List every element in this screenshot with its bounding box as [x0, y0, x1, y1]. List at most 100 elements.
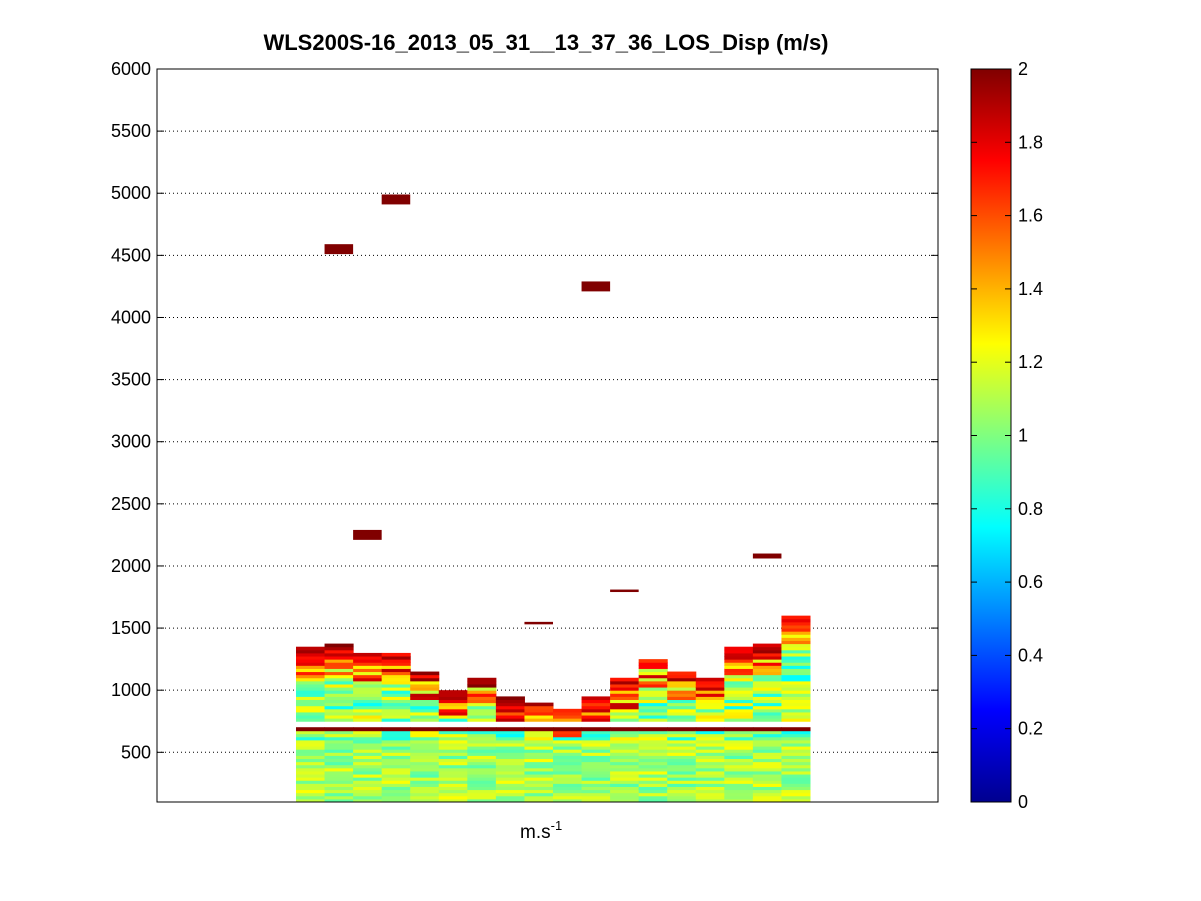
- heatmap-cell: [353, 677, 383, 682]
- heatmap-cell: [752, 749, 782, 753]
- heatmap-cell: [467, 699, 497, 704]
- heatmap-cell: [353, 671, 383, 676]
- heatmap-cell: [495, 774, 525, 778]
- heatmap-cell: [324, 702, 354, 707]
- heatmap-cell: [410, 777, 440, 781]
- heatmap-cell: [752, 755, 782, 760]
- heatmap-cell: [667, 699, 697, 704]
- colorbar-ticks: 0 0.2 0.4 0.6 0.8 1 1.2 1.4 1.6 1.8 2: [971, 59, 1043, 812]
- heatmap-cell: [752, 702, 782, 707]
- heatmap-cell: [695, 690, 725, 694]
- heatmap-cell: [610, 752, 640, 756]
- heatmap-cell: [353, 789, 383, 794]
- heatmap-cell: [296, 671, 326, 676]
- heatmap-cell: [781, 789, 811, 794]
- heatmap-cell: [495, 749, 525, 753]
- heatmap-cell: [638, 795, 668, 800]
- heatmap-cell: [781, 640, 811, 645]
- heatmap-cell: [296, 761, 326, 766]
- heatmap-cell: [381, 680, 411, 685]
- heatmap-cell: [438, 696, 468, 701]
- heatmap-cell: [381, 749, 411, 753]
- heatmap-cell: [752, 687, 782, 691]
- heatmap-cell: [381, 708, 411, 713]
- heatmap-cell: [467, 690, 497, 694]
- heatmap-cell: [610, 708, 640, 713]
- colorbar-tick-label: 0.8: [1018, 499, 1043, 519]
- heatmap-cell: [581, 777, 611, 781]
- heatmap-cell: [610, 789, 640, 794]
- heatmap-cell: [495, 770, 525, 775]
- heatmap-cell: [553, 708, 583, 713]
- heatmap-cell: [638, 733, 668, 738]
- heatmap-cell: [724, 746, 754, 750]
- heatmap-cell: [610, 795, 640, 800]
- heatmap-cell: [610, 783, 640, 787]
- heatmap-cell: [467, 718, 497, 722]
- heatmap-cell: [324, 677, 354, 682]
- heatmap-cell: [353, 730, 383, 735]
- heatmap-cell: [410, 792, 440, 797]
- heatmap-cell: [524, 767, 554, 772]
- heatmap-cell: [495, 767, 525, 772]
- colorbar-tick-label: 1.6: [1018, 206, 1043, 226]
- heatmap-cell: [752, 774, 782, 778]
- heatmap-cell: [695, 736, 725, 741]
- heatmap-cell: [695, 752, 725, 756]
- colorbar-tick-label: 1.8: [1018, 132, 1043, 152]
- heatmap-cell: [724, 727, 754, 732]
- heatmap-cell: [724, 696, 754, 701]
- y-tick-label: 1000: [111, 680, 151, 700]
- heatmap-cell: [353, 727, 383, 732]
- heatmap-cell: [467, 780, 497, 784]
- heatmap-cell: [410, 708, 440, 713]
- plot-area: 500 1000 1500 2000 2500 3000 3500 4000 4500 5000 5…: [111, 59, 939, 803]
- heatmap-cell: [353, 739, 383, 744]
- heatmap-cell: [638, 752, 668, 756]
- heatmap-cell: [438, 786, 468, 791]
- heatmap-cell: [296, 715, 326, 719]
- heatmap-cell: [553, 764, 583, 769]
- heatmap-cell: [410, 733, 440, 738]
- heatmap-cell: [381, 718, 411, 722]
- heatmap-cell: [353, 708, 383, 713]
- heatmap-cell: [752, 683, 782, 688]
- heatmap-cell: [695, 705, 725, 710]
- heatmap-cell: [724, 755, 754, 760]
- heatmap-cell: [581, 281, 611, 292]
- heatmap-cell: [667, 739, 697, 744]
- heatmap-cell: [752, 739, 782, 744]
- heatmap-cell: [324, 715, 354, 719]
- heatmap-cell: [724, 702, 754, 707]
- heatmap-cell: [410, 767, 440, 772]
- heatmap-cell: [610, 755, 640, 760]
- heatmap-cell: [524, 718, 554, 722]
- heatmap-cell: [724, 742, 754, 747]
- heatmap-cell: [781, 659, 811, 663]
- heatmap-cell: [781, 631, 811, 635]
- heatmap-cell: [324, 711, 354, 716]
- heatmap-cell: [353, 746, 383, 750]
- heatmap-cell: [381, 702, 411, 707]
- heatmap-cell: [752, 696, 782, 701]
- heatmap-cell: [781, 718, 811, 722]
- heatmap-cell: [752, 727, 782, 732]
- heatmap-cell: [495, 727, 525, 732]
- heatmap-cell: [781, 746, 811, 750]
- heatmap-cell: [638, 783, 668, 787]
- heatmap-cell: [410, 795, 440, 800]
- heatmap-cell: [695, 727, 725, 732]
- heatmap-cell: [553, 758, 583, 763]
- heatmap-cell: [410, 680, 440, 685]
- heatmap-cell: [695, 711, 725, 716]
- heatmap-cell: [467, 711, 497, 716]
- heatmap-cell: [581, 718, 611, 722]
- heatmap-cell: [781, 643, 811, 648]
- heatmap-cell: [581, 774, 611, 778]
- heatmap-cell: [667, 705, 697, 710]
- heatmap-cell: [467, 758, 497, 763]
- heatmap-cell: [781, 683, 811, 688]
- heatmap-cell: [381, 659, 411, 663]
- heatmap-cell: [381, 662, 411, 666]
- heatmap-cell: [467, 708, 497, 713]
